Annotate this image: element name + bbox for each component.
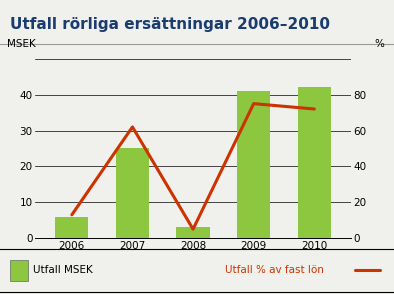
- Bar: [297, 88, 331, 238]
- Text: Utfall rörliga ersättningar 2006–2010: Utfall rörliga ersättningar 2006–2010: [10, 17, 330, 32]
- Bar: [177, 227, 210, 238]
- Bar: [237, 91, 270, 238]
- Text: %: %: [374, 39, 384, 49]
- Bar: [116, 148, 149, 238]
- Bar: [55, 217, 89, 238]
- Text: Utfall % av fast lön: Utfall % av fast lön: [225, 265, 323, 275]
- FancyBboxPatch shape: [10, 260, 28, 281]
- Text: MSEK: MSEK: [7, 39, 36, 49]
- Text: Utfall MSEK: Utfall MSEK: [33, 265, 93, 275]
